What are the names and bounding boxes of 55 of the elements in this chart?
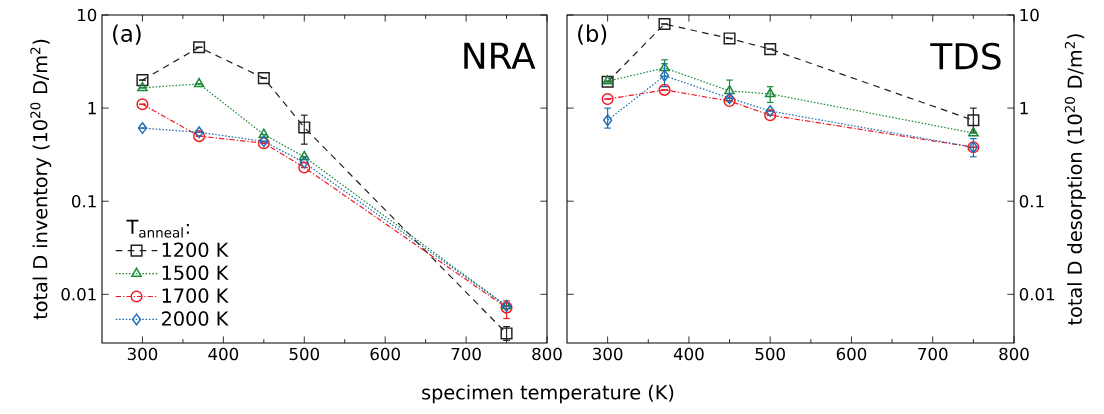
point	[258, 128, 270, 138]
x-axis-title: specimen temperature (K)	[422, 384, 674, 404]
point	[298, 121, 311, 134]
x-tick-label: 300	[127, 347, 158, 361]
annotation: TDS	[930, 42, 1001, 70]
point	[136, 98, 149, 111]
point	[967, 114, 980, 127]
x-tick-label: 400	[208, 347, 239, 361]
annotation: NRA	[464, 42, 536, 69]
x-tick-label: 600	[836, 347, 867, 361]
point	[193, 77, 205, 88]
point	[298, 161, 311, 174]
point	[658, 83, 671, 96]
point	[764, 43, 777, 56]
y2-tick-label: 0.1	[1019, 194, 1044, 208]
point	[193, 41, 206, 54]
x-tick-label: 500	[755, 347, 785, 361]
point	[194, 126, 204, 139]
x-tick-label: 300	[593, 347, 623, 361]
point	[137, 122, 148, 135]
point	[136, 74, 149, 87]
x-tick-label: 700	[451, 347, 481, 361]
annotation: (b)	[578, 24, 607, 45]
y-tick-label: 0.01	[61, 288, 96, 301]
x-tick-label: 800	[532, 347, 562, 361]
x-tick-label: 500	[289, 347, 320, 361]
y2-tick-label: 10	[1020, 8, 1039, 22]
y-tick-label: 0.1	[72, 194, 96, 208]
x-tick-label: 600	[370, 347, 400, 361]
point	[137, 81, 148, 92]
annotation: (a)	[113, 24, 141, 45]
x-tick-label: 700	[918, 347, 948, 361]
point	[193, 130, 206, 143]
y-axis-title: total D inventory (10$^{20}$ D/m$^{2}$)	[30, 39, 52, 320]
point	[968, 126, 979, 137]
point	[658, 17, 671, 31]
point	[723, 32, 736, 45]
point	[257, 72, 270, 85]
legend-title: T$_{anneal}$:	[126, 219, 189, 238]
point	[765, 105, 775, 118]
point	[601, 93, 614, 106]
legend-label: 2000 K	[162, 311, 229, 326]
y-tick-label: 10	[78, 8, 97, 22]
y2-tick-label: 0.01	[1019, 288, 1055, 301]
legend-label: 1200 K	[162, 242, 229, 258]
legend-label: 1500 K	[162, 265, 229, 280]
x-tick-label: 800	[999, 347, 1029, 361]
y2-axis-title: total D desorption (10$^{20}$ D/m$^{2}$)	[1064, 34, 1086, 325]
point	[298, 150, 310, 161]
point	[764, 109, 777, 122]
point	[724, 84, 735, 95]
y-tick-label: 1	[88, 102, 96, 115]
y2-tick-label: 1	[1020, 102, 1028, 115]
x-tick-label: 400	[673, 347, 704, 361]
legend-label: 1700 K	[162, 288, 229, 303]
